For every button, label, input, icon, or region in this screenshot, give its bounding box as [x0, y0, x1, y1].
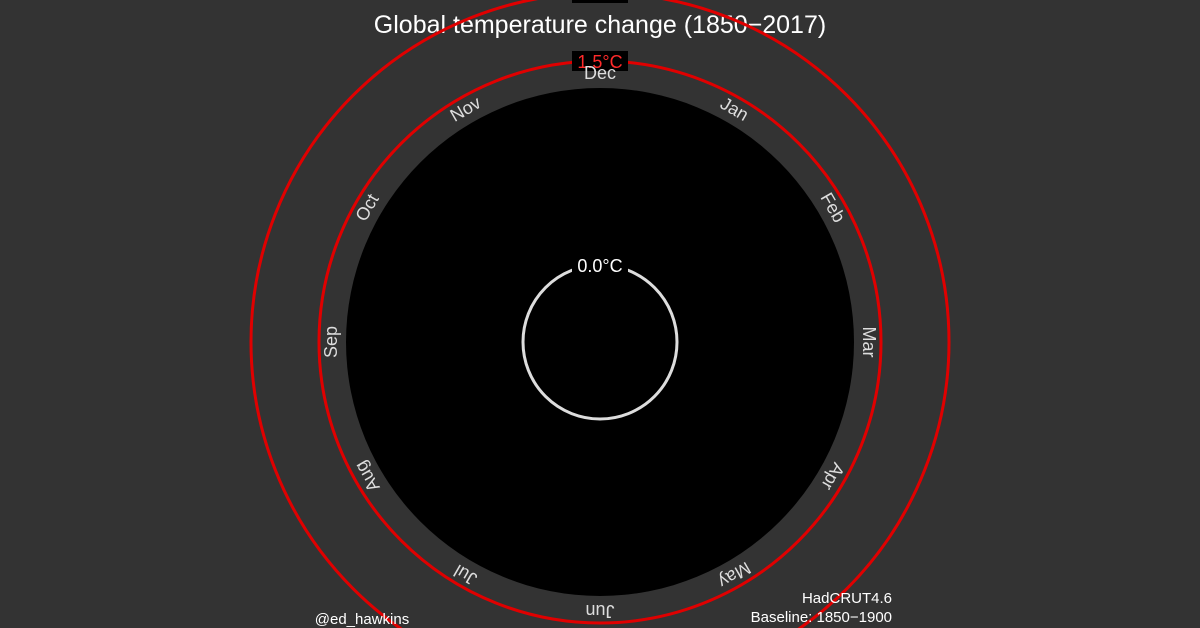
month-label-dec: Dec — [584, 63, 616, 83]
ring-label-background — [572, 255, 628, 275]
month-label-mar: Mar — [859, 327, 879, 358]
dataset-label: HadCRUT4.6 — [802, 590, 892, 607]
month-label-jun: Jun — [585, 601, 614, 621]
ring-label-background — [572, 0, 628, 3]
ring-label: 1.5°C — [577, 52, 622, 72]
temperature-ring-labels: 0.0°C 1.5°C 2.0°C — [572, 0, 628, 276]
month-label-jul: Jul — [451, 561, 481, 590]
ring-label: 0.0°C — [577, 256, 622, 276]
chart-title: Global temperature change (1850−2017) — [374, 11, 826, 39]
ring-2 — [249, 0, 951, 628]
month-label-sep: Sep — [321, 326, 341, 358]
baseline-label: Baseline: 1850−1900 — [751, 609, 892, 626]
ring-label: 2.0°C — [577, 0, 622, 4]
plot-area-disc — [346, 88, 854, 596]
author-credit: @ed_hawkins — [315, 611, 409, 628]
ring-label-background — [572, 51, 628, 71]
